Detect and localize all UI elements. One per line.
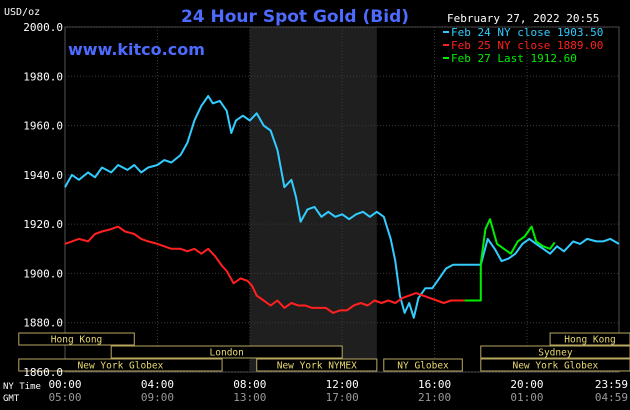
x-tick-gmt: 21:00 xyxy=(418,391,451,404)
date-label: February 27, 2022 20:55 xyxy=(447,12,599,25)
y-tick-label: 2000.0 xyxy=(23,21,63,34)
session-label: New York Globex xyxy=(78,361,164,372)
session-bar xyxy=(383,358,463,372)
x-tick-ny: 23:59 xyxy=(595,378,628,391)
session-bar xyxy=(256,358,378,372)
gmt-row-label: GMT xyxy=(3,394,20,404)
chart-title: 24 Hour Spot Gold (Bid) xyxy=(181,7,409,27)
y-tick-label: 1860.0 xyxy=(23,366,63,379)
y-tick-label: 1960.0 xyxy=(23,120,63,133)
session-label: Hong Kong xyxy=(51,335,102,346)
x-tick-gmt: 04:59 xyxy=(595,391,628,404)
session-label: New York Globex xyxy=(512,361,598,372)
session-bar xyxy=(18,358,223,372)
y-tick-label: 1900.0 xyxy=(23,267,63,280)
session-label: London xyxy=(210,348,244,359)
series-line xyxy=(64,225,465,314)
series-line xyxy=(64,95,620,319)
session-bar xyxy=(480,358,630,372)
session-label: Hong Kong xyxy=(564,335,615,346)
x-tick-ny: 12:00 xyxy=(326,378,359,391)
x-tick-gmt: 05:00 xyxy=(48,391,81,404)
x-tick-gmt: 17:00 xyxy=(326,391,359,404)
session-bar xyxy=(480,345,630,359)
source-label: www.kitco.com xyxy=(68,40,205,59)
legend-entry: Feb 24 NY close 1903.50 xyxy=(451,26,603,39)
x-tick-ny: 20:00 xyxy=(510,378,543,391)
x-tick-gmt: 13:00 xyxy=(233,391,266,404)
legend-entry: Feb 27 Last 1912.60 xyxy=(451,52,577,65)
y-tick-label: 1880.0 xyxy=(23,317,63,330)
x-tick-gmt: 09:00 xyxy=(141,391,174,404)
y-axis-label: USD/oz xyxy=(4,7,40,18)
session-bar xyxy=(549,332,630,346)
y-tick-label: 1980.0 xyxy=(23,70,63,83)
x-tick-ny: 08:00 xyxy=(233,378,266,391)
x-tick-gmt: 01:00 xyxy=(510,391,543,404)
session-label: New York NYMEX xyxy=(277,361,357,372)
x-tick-ny: 04:00 xyxy=(141,378,174,391)
x-tick-ny: 16:00 xyxy=(418,378,451,391)
series-line xyxy=(464,218,556,302)
legend-entry: Feb 25 NY close 1889.00 xyxy=(451,39,603,52)
y-tick-label: 1920.0 xyxy=(23,218,63,231)
x-tick-ny: 00:00 xyxy=(48,378,81,391)
session-bar xyxy=(18,332,135,346)
ny-time-row-label: NY Time xyxy=(3,382,41,392)
session-label: Sydney xyxy=(538,348,573,359)
session-bar xyxy=(110,345,343,359)
session-label: NY Globex xyxy=(397,361,449,372)
shaded-session xyxy=(249,27,377,372)
y-tick-label: 1940.0 xyxy=(23,169,63,182)
